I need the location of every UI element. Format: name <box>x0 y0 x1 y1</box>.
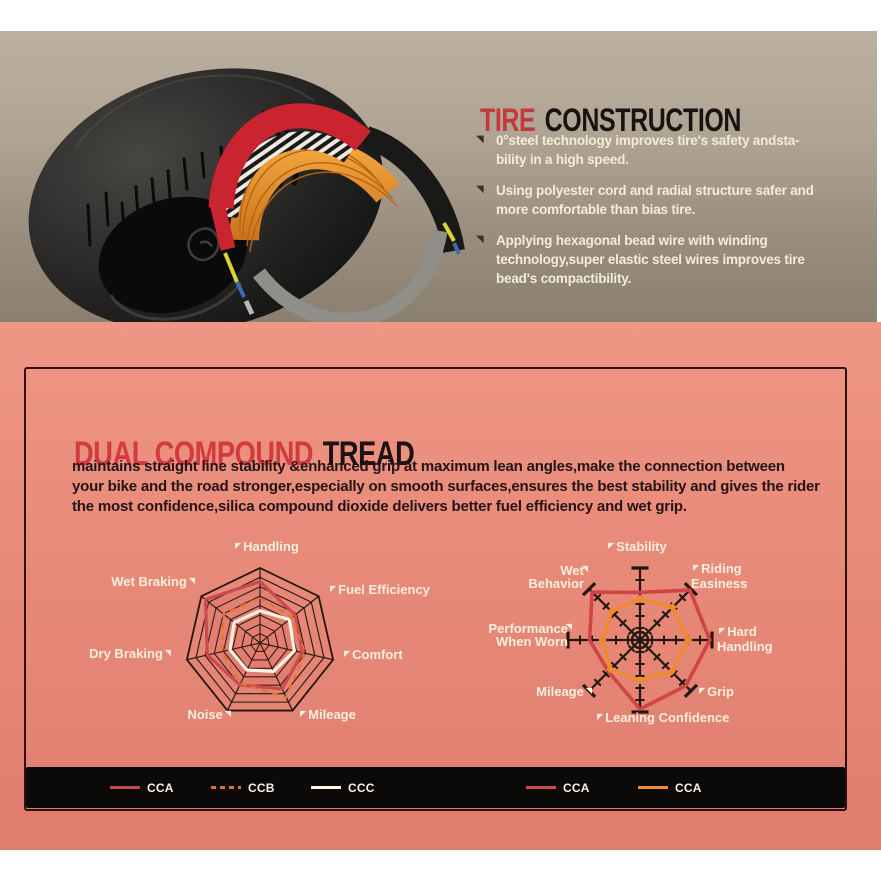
axis-label-text: Handling <box>243 539 299 554</box>
axis-label-text: Fuel Efficiency <box>338 582 430 597</box>
axis-label-text: Performance When Worn <box>488 621 568 649</box>
axis-label-text: Mileage <box>536 684 584 699</box>
radar-axis-label: ◤ Riding Easiness <box>691 562 771 590</box>
tread-card: DUAL COMPOUND TREAD maintains straight li… <box>24 367 847 811</box>
legend-label: CCA <box>563 780 590 795</box>
legend-item: CCA <box>110 781 174 795</box>
bullet-text: Applying hexagonal bead wire with windin… <box>496 233 805 286</box>
legend-label: CCC <box>348 780 375 795</box>
radar-ray-grid-svg <box>566 566 714 714</box>
radar-axis-label: Dry Braking ◥ <box>85 647 173 662</box>
construction-bullet: ◥ Applying hexagonal bead wire with windi… <box>476 231 828 288</box>
label-arrow-icon: ◥ <box>581 564 588 573</box>
title-accent: DUAL COMPOUND <box>74 435 314 474</box>
radar-axis-label: ◤ Stability <box>606 540 667 555</box>
bullet-arrow-icon: ◥ <box>476 234 484 245</box>
label-arrow-icon: ◤ <box>235 541 242 550</box>
radar-axis-label: Mileage ◥ <box>522 685 594 700</box>
bullet-arrow-icon: ◥ <box>476 184 484 195</box>
legend-label: CCB <box>248 780 275 795</box>
title-accent: TIRE <box>480 102 536 139</box>
bullet-text: Using polyester cord and radial structur… <box>496 183 814 217</box>
tread-paragraph: maintains straight line stability &enhan… <box>72 458 820 515</box>
radar-chart-performance: ◤ Stability ◤ Riding Easiness ◤ Hard Handling… <box>460 535 810 750</box>
title-rest: TREAD <box>322 435 415 474</box>
axis-label-text: Grip <box>707 684 734 699</box>
radar-series-cca-0 <box>587 588 712 711</box>
radar-axis-label: ◤ Grip <box>697 685 734 700</box>
axis-label-text: Mileage <box>308 707 356 722</box>
axis-label-text: Leaning Confidence <box>605 710 730 725</box>
axis-label-text: Dry Braking <box>89 646 163 661</box>
title-rest: CONSTRUCTION <box>544 102 742 139</box>
axis-label-text: Riding Easiness <box>691 561 748 591</box>
cord-winding-texture <box>239 142 398 253</box>
label-arrow-icon: ◤ <box>344 649 351 658</box>
radar-chart-compounds: ◤ Handling ◤ Fuel Efficiency ◤ Comfort ◤ Mileag… <box>85 535 435 750</box>
label-arrow-icon: ◤ <box>693 563 700 572</box>
radar-axis-label: ◤ Mileage <box>298 708 356 723</box>
bullet-text: 0°steel technology improves tire's safet… <box>496 133 800 167</box>
radar-axis-label: Wet Behavior ◥ <box>518 563 588 591</box>
tire-construction-section: TIRE CONSTRUCTION ◥ 0°steel technology imp… <box>0 31 877 322</box>
label-arrow-icon: ◤ <box>608 541 615 550</box>
axis-label-text: Wet Behavior <box>528 563 584 591</box>
radar-axis-label: Noise ◥ <box>171 708 233 723</box>
radar-axis-label: ◤ Hard Handling <box>717 625 803 653</box>
label-arrow-icon: ◥ <box>224 709 231 718</box>
label-arrow-icon: ◤ <box>597 712 604 721</box>
legend-line-swatch <box>638 786 668 789</box>
radar-axis-label: ◤ Leaning Confidence <box>595 711 729 726</box>
construction-bullets: ◥ 0°steel technology improves tire's safe… <box>476 131 828 300</box>
axis-label-text: Noise <box>187 707 223 722</box>
sidewall-emblem <box>187 227 220 262</box>
radar-series-ccb-1 <box>220 596 307 699</box>
label-arrow-icon: ◥ <box>188 576 195 585</box>
legend-bar: CCA CCB CCC CCA CCA <box>26 767 845 808</box>
tread-edge <box>209 201 236 251</box>
label-arrow-icon: ◤ <box>330 584 337 593</box>
legend-item: CCA <box>526 781 590 795</box>
tread-compound-layer <box>208 103 372 209</box>
label-arrow-icon: ◤ <box>719 626 726 635</box>
polyester-cord-layer <box>229 139 400 241</box>
legend-item: CCB <box>211 781 275 795</box>
radar-axis-label: ◤ Fuel Efficiency <box>328 583 430 598</box>
legend-label: CCA <box>675 780 702 795</box>
radar-axis-label: Wet Braking ◥ <box>107 575 197 590</box>
bead-wires <box>223 222 461 316</box>
axis-label-text: Hard Handling <box>717 624 773 654</box>
label-arrow-icon: ◥ <box>164 648 171 657</box>
dual-compound-section: DUAL COMPOUND TREAD maintains straight li… <box>0 322 881 850</box>
legend-line-swatch <box>526 786 556 789</box>
axis-label-text: Stability <box>616 539 667 554</box>
radar-axis-label: Performance When Worn ◥ <box>466 621 572 649</box>
legend-item: CCA <box>638 781 702 795</box>
radar-axis-label: ◤ Comfort <box>342 648 403 663</box>
bullet-arrow-icon: ◥ <box>476 134 484 145</box>
tire-cutaway-illustration <box>28 68 465 322</box>
inner-liner-layer <box>253 229 448 322</box>
legend-line-swatch <box>110 786 140 789</box>
tread-title: DUAL COMPOUND TREAD <box>74 435 415 474</box>
legend-item: CCC <box>311 781 375 795</box>
construction-title: TIRE CONSTRUCTION <box>480 104 741 136</box>
axis-label-text: Wet Braking <box>111 574 187 589</box>
radar-axis-label: ◤ Handling <box>233 540 299 555</box>
legend-label: CCA <box>147 780 174 795</box>
radar-series-ccc-2 <box>228 609 296 673</box>
legend-line-swatch <box>311 786 341 789</box>
label-arrow-icon: ◥ <box>565 622 572 631</box>
radar-web-grid-svg <box>185 567 335 712</box>
construction-bullet: ◥ 0°steel technology improves tire's safe… <box>476 131 828 169</box>
legend-line-swatch <box>211 786 241 789</box>
label-arrow-icon: ◤ <box>699 686 706 695</box>
axis-label-text: Comfort <box>352 647 403 662</box>
construction-bullet: ◥ Using polyester cord and radial structu… <box>476 181 828 219</box>
label-arrow-icon: ◤ <box>300 709 307 718</box>
label-arrow-icon: ◥ <box>585 686 592 695</box>
radar-series-cca-0 <box>203 579 305 691</box>
